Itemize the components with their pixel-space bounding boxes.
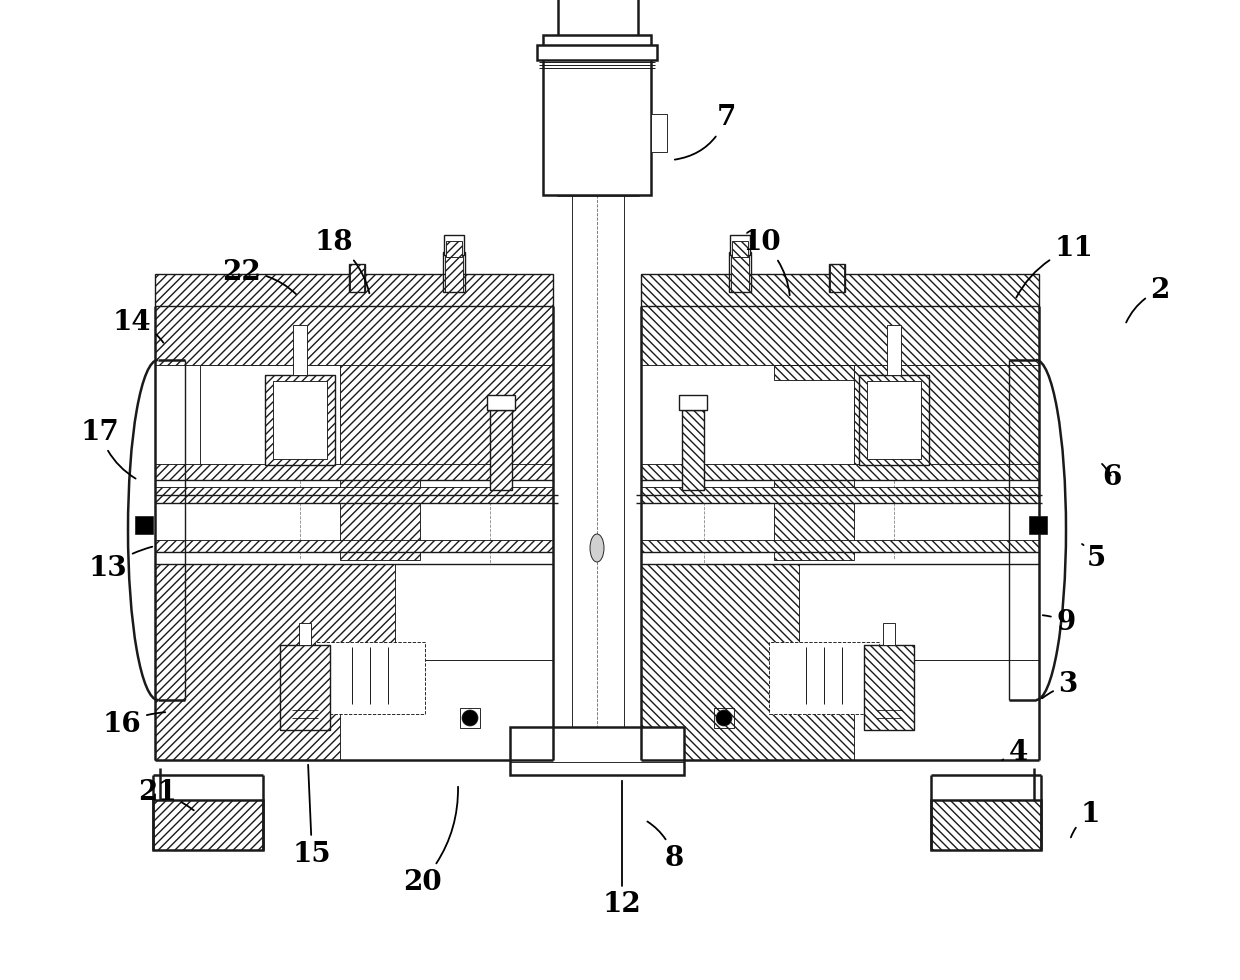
Bar	[641, 464, 1039, 480]
Text: 2: 2	[1126, 276, 1169, 322]
Bar	[155, 274, 553, 306]
Bar	[446, 241, 463, 257]
Bar	[510, 727, 684, 775]
Bar	[680, 395, 707, 410]
Bar	[153, 800, 263, 850]
Bar	[155, 540, 553, 552]
Bar	[732, 252, 749, 292]
Bar	[490, 410, 512, 490]
Text: 13: 13	[89, 547, 153, 581]
Bar	[651, 114, 667, 152]
Bar	[830, 264, 844, 292]
Text: 7: 7	[675, 105, 735, 160]
Bar	[931, 800, 1042, 850]
Polygon shape	[155, 306, 553, 380]
Bar	[280, 645, 330, 730]
Bar	[443, 252, 465, 292]
Text: 5: 5	[1083, 544, 1106, 571]
Text: 10: 10	[743, 228, 790, 295]
Polygon shape	[774, 365, 1039, 560]
Text: 15: 15	[293, 764, 331, 867]
Bar	[887, 325, 901, 375]
Bar	[280, 645, 330, 730]
Bar	[460, 708, 480, 728]
Bar	[315, 642, 425, 714]
Bar	[350, 264, 365, 292]
Polygon shape	[854, 365, 994, 480]
Text: 22: 22	[223, 259, 296, 294]
Bar	[444, 235, 464, 255]
Polygon shape	[340, 365, 553, 560]
Bar	[864, 645, 914, 730]
Text: 21: 21	[138, 778, 193, 810]
Bar	[830, 264, 844, 292]
Text: 8: 8	[647, 821, 683, 871]
Bar	[859, 375, 929, 465]
Bar	[135, 516, 153, 534]
Polygon shape	[200, 365, 340, 480]
Bar	[265, 375, 335, 465]
Bar	[558, 0, 639, 195]
Bar	[299, 623, 311, 645]
Bar	[293, 325, 308, 375]
Polygon shape	[799, 564, 1039, 660]
Text: 11: 11	[1017, 234, 1094, 298]
Bar	[714, 708, 734, 728]
Bar	[155, 464, 553, 480]
Text: 4: 4	[1002, 739, 1028, 765]
Bar	[537, 45, 657, 60]
Bar	[153, 800, 263, 850]
Text: 6: 6	[1102, 464, 1122, 492]
Text: 9: 9	[1043, 609, 1075, 635]
Bar	[883, 623, 895, 645]
Bar	[682, 410, 704, 490]
Text: 18: 18	[315, 228, 370, 293]
Bar	[1029, 516, 1047, 534]
Bar	[490, 410, 512, 490]
Bar	[445, 252, 463, 292]
Circle shape	[463, 710, 477, 726]
Text: 12: 12	[603, 781, 641, 918]
Text: 3: 3	[1042, 671, 1078, 699]
Bar	[487, 395, 515, 410]
Polygon shape	[641, 306, 1039, 380]
Bar	[931, 800, 1042, 850]
Text: 16: 16	[103, 710, 165, 738]
Bar	[729, 252, 751, 292]
Polygon shape	[641, 564, 1039, 760]
Bar	[732, 241, 748, 257]
Text: 17: 17	[81, 418, 135, 478]
Bar	[543, 35, 651, 195]
Text: 1: 1	[1071, 802, 1100, 837]
Bar	[155, 487, 553, 503]
Circle shape	[715, 710, 732, 726]
Bar	[864, 645, 914, 730]
Ellipse shape	[590, 534, 604, 562]
Bar	[769, 642, 879, 714]
Polygon shape	[396, 564, 553, 660]
Bar	[641, 540, 1039, 552]
Text: 20: 20	[403, 787, 458, 896]
Bar	[273, 381, 327, 459]
Bar	[867, 381, 921, 459]
Bar	[348, 264, 365, 292]
Bar	[859, 375, 929, 465]
Bar	[730, 235, 750, 255]
Bar	[641, 487, 1039, 503]
Bar	[682, 410, 704, 490]
Bar	[641, 274, 1039, 306]
Polygon shape	[155, 564, 553, 760]
Text: 14: 14	[113, 309, 164, 343]
Bar	[265, 375, 335, 465]
